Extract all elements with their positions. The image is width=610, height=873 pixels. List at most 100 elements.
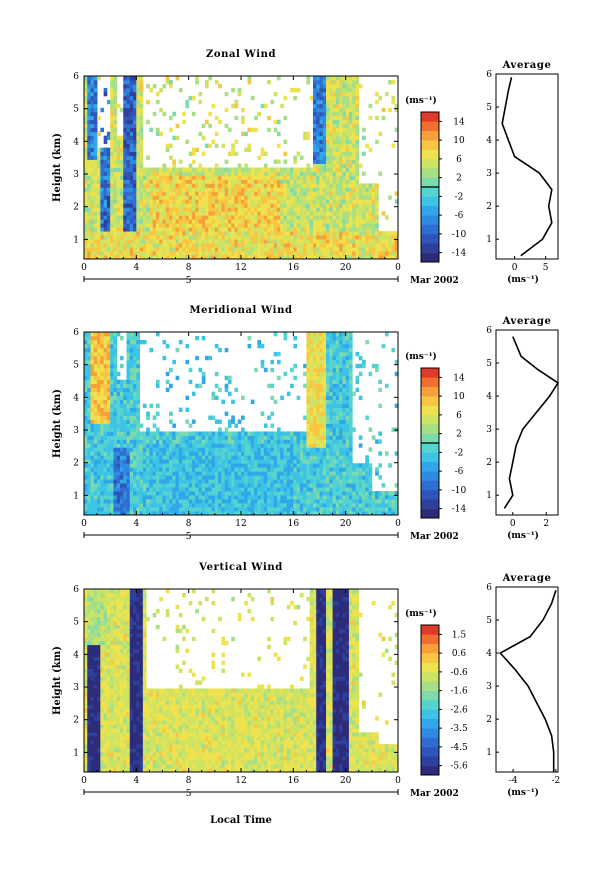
heatmap-cell bbox=[139, 167, 144, 172]
heatmap-cell bbox=[110, 255, 114, 260]
heatmap-cell bbox=[316, 155, 320, 160]
heatmap-cell bbox=[205, 143, 209, 149]
heatmap-cell bbox=[355, 155, 360, 160]
heatmap-cell bbox=[214, 511, 219, 516]
heatmap-cell bbox=[391, 95, 396, 101]
heatmap-cell bbox=[188, 255, 193, 260]
heatmap-cell bbox=[185, 419, 190, 424]
heatmap-cell bbox=[133, 411, 137, 416]
heatmap-cell bbox=[371, 251, 376, 256]
heatmap-cell bbox=[178, 407, 183, 412]
heatmap-cell bbox=[87, 115, 91, 121]
heatmap-cell bbox=[136, 467, 140, 472]
heatmap-cell bbox=[312, 207, 317, 212]
heatmap-cell bbox=[326, 95, 330, 101]
heatmap-cell bbox=[244, 483, 248, 488]
heatmap-cell bbox=[234, 387, 239, 393]
heatmap-cell bbox=[224, 479, 229, 484]
heatmap-cell bbox=[182, 183, 186, 188]
heatmap-cell bbox=[322, 239, 327, 244]
heatmap-cell bbox=[93, 243, 98, 248]
heatmap-cell bbox=[335, 79, 340, 85]
heatmap-cell bbox=[352, 183, 356, 188]
heatmap-cell bbox=[260, 103, 265, 109]
heatmap-cell bbox=[214, 455, 219, 460]
heatmap-cell bbox=[93, 83, 98, 89]
heatmap-cell bbox=[113, 483, 118, 488]
heatmap-cell bbox=[97, 507, 101, 512]
heatmap-cell bbox=[221, 471, 226, 476]
heatmap-cell bbox=[195, 231, 199, 236]
heatmap-cell bbox=[283, 195, 288, 200]
heatmap-cell bbox=[312, 159, 317, 164]
heatmap-cell bbox=[290, 179, 294, 184]
heatmap-cell bbox=[155, 91, 160, 97]
heatmap-cell bbox=[250, 223, 255, 228]
heatmap-cell bbox=[103, 335, 108, 341]
heatmap-cell bbox=[339, 235, 343, 240]
heatmap-cell bbox=[142, 227, 147, 232]
heatmap-cell bbox=[191, 223, 196, 228]
heatmap-cell bbox=[87, 119, 91, 125]
heatmap-cell bbox=[205, 475, 209, 480]
heatmap-cell bbox=[319, 107, 324, 113]
heatmap-cell bbox=[178, 219, 183, 224]
heatmap-cell bbox=[195, 443, 199, 448]
heatmap-cell bbox=[293, 179, 297, 184]
heatmap-cell bbox=[90, 395, 95, 401]
heatmap-cell bbox=[165, 223, 170, 228]
heatmap-cell bbox=[172, 471, 176, 476]
x-tick-label: 20 bbox=[340, 263, 352, 273]
heatmap-cell bbox=[322, 163, 327, 168]
heatmap-cell bbox=[316, 76, 320, 81]
heatmap-cell bbox=[234, 447, 239, 452]
heatmap-cell bbox=[283, 239, 288, 244]
heatmap-cell bbox=[110, 387, 114, 393]
heatmap-cell bbox=[97, 151, 101, 156]
heatmap-cell bbox=[116, 227, 121, 232]
heatmap-cell bbox=[93, 91, 98, 97]
y-tick-label: 5 bbox=[73, 105, 79, 115]
heatmap-cell bbox=[231, 419, 235, 424]
heatmap-cell bbox=[339, 143, 343, 149]
heatmap-cell bbox=[97, 203, 101, 208]
heatmap-cell bbox=[195, 187, 199, 192]
heatmap-cell bbox=[162, 211, 167, 216]
heatmap-cell bbox=[113, 91, 118, 97]
heatmap-cell bbox=[198, 167, 203, 172]
heatmap-cell bbox=[283, 495, 288, 500]
heatmap-cell bbox=[208, 459, 212, 464]
heatmap-cell bbox=[175, 123, 180, 129]
heatmap-cell bbox=[299, 503, 304, 508]
heatmap-cell bbox=[139, 339, 144, 345]
colorbar-swatch bbox=[421, 112, 439, 122]
heatmap-cell bbox=[257, 187, 262, 192]
heatmap-cell bbox=[126, 411, 131, 416]
heatmap-cell bbox=[93, 459, 98, 464]
heatmap-cell bbox=[276, 119, 281, 125]
heatmap-cell bbox=[208, 499, 212, 504]
heatmap-cell bbox=[93, 183, 98, 188]
heatmap-cell bbox=[316, 91, 320, 97]
heatmap-cell bbox=[126, 403, 131, 408]
heatmap-cell bbox=[178, 443, 183, 448]
heatmap-cell bbox=[276, 475, 281, 480]
heatmap-cell bbox=[146, 479, 150, 484]
heatmap-cell bbox=[90, 487, 95, 492]
heatmap-cell bbox=[110, 111, 114, 117]
heatmap-cell bbox=[254, 235, 258, 240]
heatmap-cell bbox=[136, 111, 140, 117]
heatmap-cell bbox=[97, 399, 101, 405]
heatmap-cell bbox=[123, 419, 127, 424]
heatmap-cell bbox=[152, 495, 157, 500]
heatmap-cell bbox=[319, 139, 324, 145]
heatmap-cell bbox=[211, 471, 216, 476]
heatmap-cell bbox=[205, 451, 209, 456]
heatmap-cell bbox=[106, 487, 111, 492]
heatmap-cell bbox=[201, 203, 206, 208]
heatmap-cell bbox=[283, 459, 288, 464]
heatmap-cell bbox=[293, 231, 297, 236]
heatmap-cell bbox=[221, 171, 226, 176]
heatmap-cell bbox=[103, 155, 108, 160]
heatmap-cell bbox=[329, 183, 333, 188]
